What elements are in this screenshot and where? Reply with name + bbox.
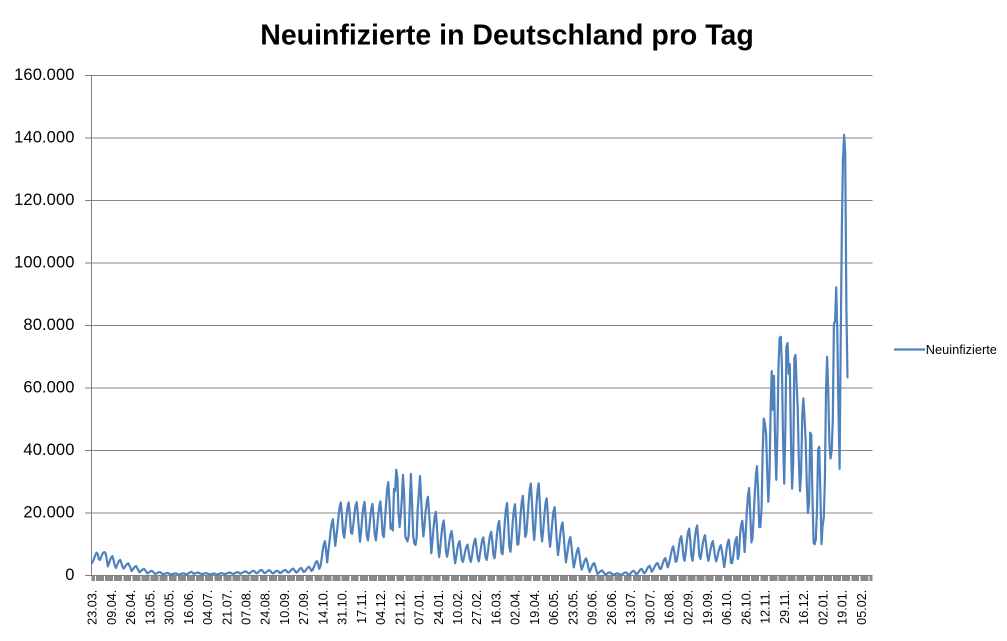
- svg-text:16.12.: 16.12.: [797, 590, 811, 625]
- svg-text:09.06.: 09.06.: [586, 590, 600, 625]
- svg-text:20.000: 20.000: [23, 503, 74, 521]
- svg-text:04.12.: 04.12.: [374, 590, 388, 625]
- svg-text:40.000: 40.000: [23, 441, 74, 459]
- svg-text:16.08.: 16.08.: [663, 590, 677, 625]
- svg-text:19.04.: 19.04.: [528, 590, 542, 625]
- svg-text:14.10.: 14.10.: [316, 590, 330, 625]
- svg-text:120.000: 120.000: [14, 191, 74, 209]
- svg-text:Neuinfizierte: Neuinfizierte: [926, 342, 997, 357]
- svg-text:02.09.: 02.09.: [682, 590, 696, 625]
- svg-text:27.02.: 27.02.: [470, 590, 484, 625]
- svg-text:80.000: 80.000: [23, 316, 74, 334]
- svg-text:31.10.: 31.10.: [336, 590, 350, 625]
- svg-text:07.08.: 07.08.: [240, 590, 254, 625]
- svg-text:140.000: 140.000: [14, 128, 74, 146]
- svg-text:13.05.: 13.05.: [143, 590, 157, 625]
- svg-text:17.11.: 17.11.: [355, 590, 369, 624]
- svg-text:21.07.: 21.07.: [220, 590, 234, 625]
- svg-text:26.10.: 26.10.: [739, 590, 753, 625]
- svg-text:23.03.: 23.03.: [86, 590, 100, 625]
- svg-text:23.05.: 23.05.: [566, 590, 580, 625]
- svg-text:12.11.: 12.11.: [759, 590, 773, 624]
- svg-text:100.000: 100.000: [14, 253, 74, 271]
- svg-text:160.000: 160.000: [14, 66, 74, 84]
- svg-text:26.04.: 26.04.: [124, 590, 138, 625]
- svg-text:30.07.: 30.07.: [643, 590, 657, 625]
- svg-text:30.05.: 30.05.: [163, 590, 177, 625]
- svg-text:24.08.: 24.08.: [259, 590, 273, 625]
- svg-text:06.05.: 06.05.: [547, 590, 561, 625]
- svg-text:19.01.: 19.01.: [836, 590, 850, 625]
- svg-text:Neuinfizierte in Deutschland p: Neuinfizierte in Deutschland pro Tag: [260, 20, 754, 52]
- svg-text:60.000: 60.000: [23, 378, 74, 396]
- svg-text:16.03.: 16.03.: [490, 590, 504, 625]
- svg-text:29.11.: 29.11.: [778, 590, 792, 624]
- svg-text:13.07.: 13.07.: [624, 590, 638, 625]
- svg-text:24.01.: 24.01.: [432, 590, 446, 625]
- svg-text:0: 0: [65, 566, 74, 584]
- svg-text:07.01.: 07.01.: [413, 590, 427, 625]
- svg-text:10.09.: 10.09.: [278, 590, 292, 625]
- svg-text:10.02.: 10.02.: [451, 590, 465, 625]
- svg-text:27.09.: 27.09.: [297, 590, 311, 625]
- svg-text:02.04.: 02.04.: [509, 590, 523, 625]
- svg-text:04.07.: 04.07.: [201, 590, 215, 625]
- svg-text:16.06.: 16.06.: [182, 590, 196, 625]
- svg-text:09.04.: 09.04.: [105, 590, 119, 625]
- svg-text:05.02.: 05.02.: [855, 590, 869, 625]
- svg-text:26.06.: 26.06.: [605, 590, 619, 625]
- svg-text:06.10.: 06.10.: [720, 590, 734, 625]
- svg-text:21.12.: 21.12.: [393, 590, 407, 625]
- svg-text:02.01.: 02.01.: [816, 590, 830, 625]
- svg-text:19.09.: 19.09.: [701, 590, 715, 625]
